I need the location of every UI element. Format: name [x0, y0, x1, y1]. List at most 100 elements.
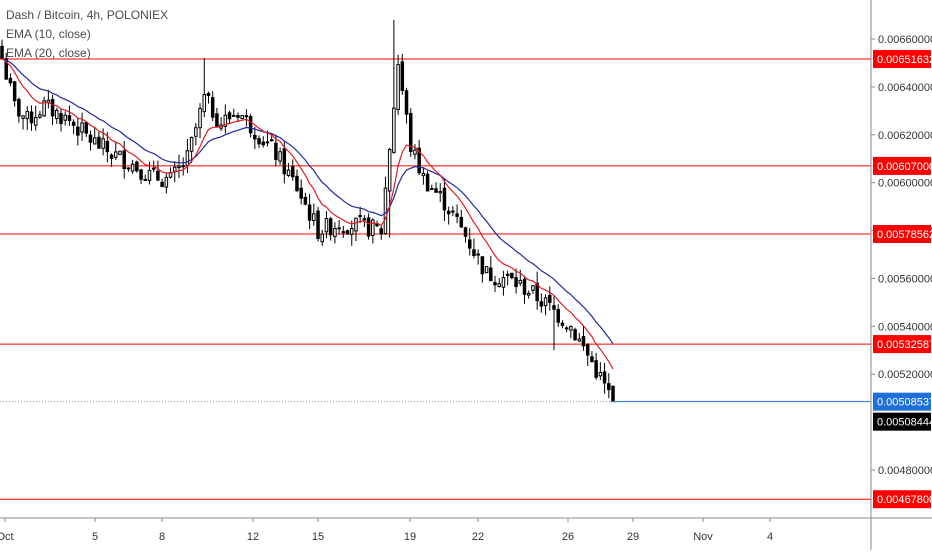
candle-body[interactable]	[526, 292, 531, 296]
candle-body[interactable]	[552, 305, 556, 310]
candle-body[interactable]	[303, 196, 308, 205]
candle-body[interactable]	[446, 210, 451, 215]
candle-body[interactable]	[92, 137, 97, 145]
candle-body[interactable]	[531, 285, 535, 291]
candle-body[interactable]	[63, 114, 67, 121]
candle-body[interactable]	[101, 138, 105, 149]
candle-body[interactable]	[535, 282, 539, 302]
candle-body[interactable]	[80, 122, 84, 133]
candle-body[interactable]	[417, 147, 421, 174]
candle-body[interactable]	[76, 126, 80, 136]
candle-body[interactable]	[362, 218, 367, 221]
candle-body[interactable]	[17, 98, 21, 117]
candle-body[interactable]	[501, 277, 506, 288]
candle-body[interactable]	[543, 297, 548, 307]
candle-body[interactable]	[430, 187, 434, 190]
candle-body[interactable]	[118, 150, 122, 155]
candle-body[interactable]	[114, 151, 118, 158]
candle-body[interactable]	[135, 161, 139, 172]
candle-body[interactable]	[139, 169, 143, 180]
candle-body[interactable]	[307, 204, 312, 221]
candle-body[interactable]	[358, 215, 362, 218]
candle-body[interactable]	[173, 166, 177, 172]
candle-body[interactable]	[185, 150, 190, 166]
candle-body[interactable]	[181, 165, 185, 168]
candle-body[interactable]	[282, 148, 287, 175]
candle-body[interactable]	[611, 385, 615, 403]
candle-body[interactable]	[463, 227, 468, 237]
candle-body[interactable]	[467, 239, 472, 249]
candle-body[interactable]	[577, 338, 582, 342]
candle-body[interactable]	[278, 151, 282, 162]
candle-body[interactable]	[421, 173, 426, 177]
candle-body[interactable]	[269, 139, 274, 142]
candle-body[interactable]	[38, 114, 42, 118]
candle-body[interactable]	[286, 169, 291, 176]
candle-body[interactable]	[33, 116, 38, 126]
candle-body[interactable]	[387, 149, 392, 192]
candle-body[interactable]	[198, 107, 202, 129]
candle-body[interactable]	[253, 134, 257, 140]
candle-body[interactable]	[451, 210, 455, 213]
candle-body[interactable]	[274, 142, 278, 160]
candle-body[interactable]	[379, 228, 383, 235]
candle-body[interactable]	[312, 213, 316, 222]
candle-body[interactable]	[97, 136, 101, 149]
candle-body[interactable]	[472, 249, 476, 256]
candle-body[interactable]	[345, 230, 350, 235]
candle-body[interactable]	[349, 228, 354, 235]
candle-body[interactable]	[341, 231, 346, 234]
candle-body[interactable]	[560, 322, 565, 326]
candle-body[interactable]	[333, 227, 337, 238]
candle-body[interactable]	[261, 141, 266, 146]
candle-body[interactable]	[210, 97, 215, 118]
candle-body[interactable]	[514, 277, 518, 288]
candle-body[interactable]	[71, 121, 76, 126]
candle-body[interactable]	[84, 122, 89, 134]
candle-body[interactable]	[459, 216, 464, 228]
candle-body[interactable]	[105, 140, 110, 153]
candle-body[interactable]	[497, 283, 501, 287]
candle-body[interactable]	[189, 136, 194, 152]
candle-body[interactable]	[223, 114, 228, 127]
candle-body[interactable]	[147, 170, 152, 181]
candle-body[interactable]	[438, 191, 442, 194]
candle-body[interactable]	[476, 253, 480, 256]
candle-body[interactable]	[581, 336, 586, 347]
candle-body[interactable]	[366, 217, 371, 237]
candle-body[interactable]	[42, 100, 46, 117]
candle-body[interactable]	[585, 344, 590, 356]
candle-body[interactable]	[400, 61, 405, 92]
candle-body[interactable]	[489, 267, 493, 282]
candle-body[interactable]	[442, 187, 447, 211]
candle-body[interactable]	[215, 113, 219, 127]
candle-body[interactable]	[455, 213, 459, 217]
candle-body[interactable]	[236, 115, 240, 118]
candle-body[interactable]	[594, 360, 598, 378]
candle-body[interactable]	[12, 81, 17, 102]
candle-body[interactable]	[510, 272, 514, 279]
candle-body[interactable]	[371, 219, 375, 236]
candle-body[interactable]	[88, 134, 93, 143]
candle-body[interactable]	[316, 210, 320, 239]
candle-body[interactable]	[328, 218, 333, 236]
candle-body[interactable]	[522, 278, 527, 295]
candle-body[interactable]	[21, 115, 25, 119]
candle-body[interactable]	[299, 187, 303, 199]
candle-body[interactable]	[354, 217, 358, 232]
candle-body[interactable]	[25, 110, 30, 120]
candle-body[interactable]	[573, 329, 577, 341]
candle-body[interactable]	[539, 301, 544, 307]
candle-body[interactable]	[607, 383, 611, 391]
candle-body[interactable]	[0, 45, 4, 59]
candle-body[interactable]	[404, 90, 409, 115]
candle-body[interactable]	[227, 112, 232, 120]
candle-body[interactable]	[4, 58, 8, 80]
candle-body[interactable]	[598, 372, 603, 377]
candle-body[interactable]	[8, 77, 13, 84]
candle-body[interactable]	[265, 141, 270, 144]
candle-body[interactable]	[59, 113, 63, 124]
candle-body[interactable]	[240, 114, 244, 120]
candle-body[interactable]	[156, 170, 160, 181]
